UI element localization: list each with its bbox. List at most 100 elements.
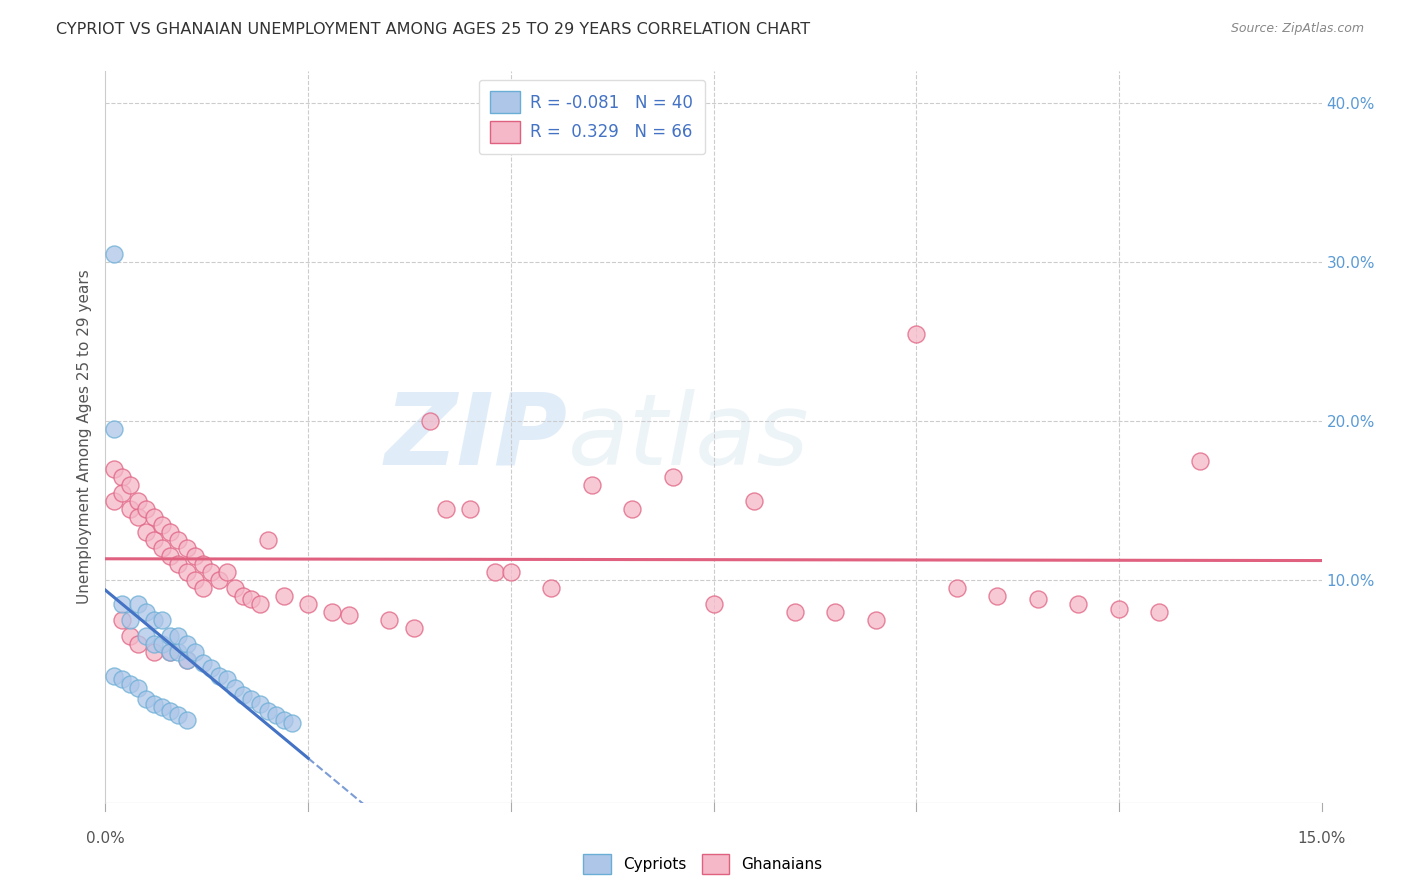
Point bbox=[945, 581, 967, 595]
Point bbox=[176, 713, 198, 727]
Point bbox=[159, 704, 181, 718]
Point bbox=[986, 589, 1008, 603]
Point bbox=[540, 581, 562, 595]
Point bbox=[127, 493, 149, 508]
Point bbox=[103, 422, 125, 436]
Point bbox=[103, 668, 125, 682]
Text: CYPRIOT VS GHANAIAN UNEMPLOYMENT AMONG AGES 25 TO 29 YEARS CORRELATION CHART: CYPRIOT VS GHANAIAN UNEMPLOYMENT AMONG A… bbox=[56, 22, 810, 37]
Point bbox=[240, 592, 263, 607]
Point bbox=[167, 645, 190, 659]
Point bbox=[176, 566, 198, 580]
Point bbox=[905, 326, 928, 341]
Point bbox=[118, 477, 141, 491]
Point bbox=[273, 589, 295, 603]
Point bbox=[200, 566, 222, 580]
Point bbox=[240, 692, 263, 706]
Point bbox=[103, 462, 125, 476]
Point bbox=[150, 613, 173, 627]
Point bbox=[256, 533, 278, 548]
Point bbox=[143, 533, 166, 548]
Point bbox=[1026, 592, 1049, 607]
Point bbox=[118, 501, 141, 516]
Point bbox=[217, 566, 239, 580]
Point bbox=[159, 525, 181, 540]
Point bbox=[191, 581, 214, 595]
Point bbox=[135, 501, 157, 516]
Point bbox=[111, 470, 134, 484]
Point bbox=[159, 645, 181, 659]
Point bbox=[111, 597, 134, 611]
Point bbox=[111, 613, 134, 627]
Legend: Cypriots, Ghanaians: Cypriots, Ghanaians bbox=[578, 848, 828, 880]
Point bbox=[143, 645, 166, 659]
Point bbox=[1108, 602, 1130, 616]
Text: 0.0%: 0.0% bbox=[86, 831, 125, 847]
Point bbox=[127, 597, 149, 611]
Point bbox=[419, 414, 441, 428]
Point bbox=[232, 589, 254, 603]
Text: Source: ZipAtlas.com: Source: ZipAtlas.com bbox=[1230, 22, 1364, 36]
Point bbox=[127, 681, 149, 696]
Point bbox=[281, 716, 304, 731]
Point bbox=[135, 692, 157, 706]
Point bbox=[321, 605, 343, 619]
Point bbox=[484, 566, 506, 580]
Point bbox=[143, 613, 166, 627]
Point bbox=[167, 558, 190, 572]
Point bbox=[135, 629, 157, 643]
Point bbox=[256, 704, 278, 718]
Point bbox=[176, 541, 198, 556]
Point bbox=[702, 597, 725, 611]
Point bbox=[143, 509, 166, 524]
Text: 15.0%: 15.0% bbox=[1298, 831, 1346, 847]
Point bbox=[249, 597, 271, 611]
Point bbox=[217, 672, 239, 686]
Point bbox=[499, 566, 522, 580]
Point bbox=[150, 517, 173, 532]
Point bbox=[742, 493, 765, 508]
Point bbox=[783, 605, 806, 619]
Text: atlas: atlas bbox=[568, 389, 810, 485]
Point bbox=[176, 637, 198, 651]
Point bbox=[191, 656, 214, 670]
Text: ZIP: ZIP bbox=[385, 389, 568, 485]
Point bbox=[150, 541, 173, 556]
Point bbox=[249, 697, 271, 711]
Point bbox=[135, 525, 157, 540]
Point bbox=[167, 629, 190, 643]
Point bbox=[183, 645, 205, 659]
Point bbox=[143, 637, 166, 651]
Point bbox=[118, 676, 141, 690]
Point bbox=[865, 613, 887, 627]
Point bbox=[337, 608, 360, 623]
Point bbox=[458, 501, 481, 516]
Point bbox=[159, 629, 181, 643]
Point bbox=[159, 645, 181, 659]
Point bbox=[224, 681, 246, 696]
Point bbox=[208, 668, 231, 682]
Point bbox=[264, 708, 287, 723]
Point bbox=[224, 581, 246, 595]
Point bbox=[103, 493, 125, 508]
Point bbox=[118, 613, 141, 627]
Point bbox=[824, 605, 846, 619]
Point bbox=[378, 613, 401, 627]
Point bbox=[150, 637, 173, 651]
Point bbox=[127, 509, 149, 524]
Point bbox=[143, 697, 166, 711]
Y-axis label: Unemployment Among Ages 25 to 29 years: Unemployment Among Ages 25 to 29 years bbox=[76, 269, 91, 605]
Point bbox=[1149, 605, 1171, 619]
Point bbox=[111, 485, 134, 500]
Point bbox=[191, 558, 214, 572]
Point bbox=[103, 247, 125, 261]
Point bbox=[118, 629, 141, 643]
Point bbox=[434, 501, 457, 516]
Point bbox=[208, 573, 231, 587]
Point bbox=[662, 470, 685, 484]
Point bbox=[183, 549, 205, 564]
Point bbox=[273, 713, 295, 727]
Point bbox=[297, 597, 319, 611]
Point bbox=[127, 637, 149, 651]
Point bbox=[176, 653, 198, 667]
Point bbox=[167, 708, 190, 723]
